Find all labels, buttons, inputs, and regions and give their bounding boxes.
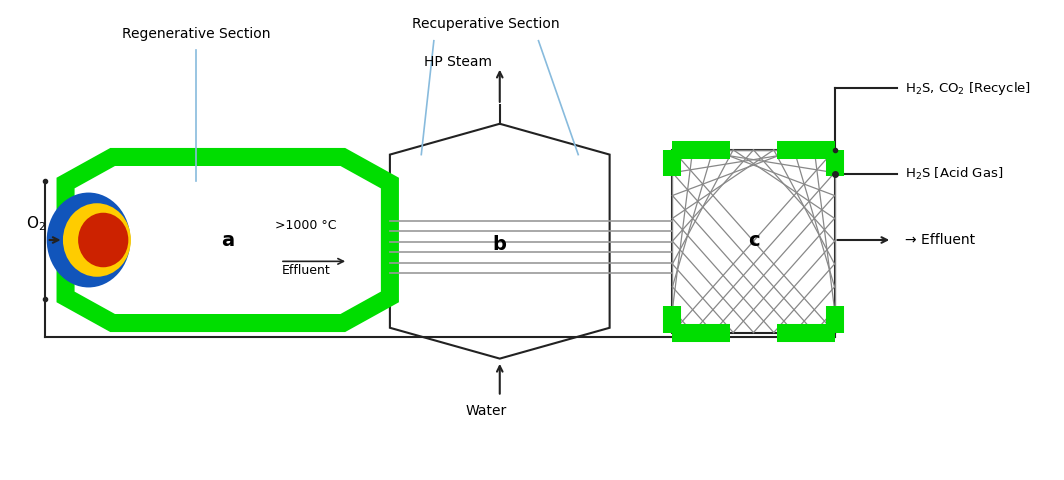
Polygon shape bbox=[389, 124, 610, 359]
Ellipse shape bbox=[47, 192, 131, 288]
Text: HP Steam: HP Steam bbox=[423, 55, 492, 69]
Ellipse shape bbox=[63, 203, 131, 277]
Text: b: b bbox=[493, 235, 506, 254]
Text: Water: Water bbox=[466, 404, 506, 418]
Text: Regenerative Section: Regenerative Section bbox=[122, 27, 270, 41]
Text: H$_2$S [Acid Gas]: H$_2$S [Acid Gas] bbox=[904, 166, 1003, 181]
Polygon shape bbox=[66, 157, 389, 323]
Text: O$_2$: O$_2$ bbox=[26, 214, 46, 233]
Text: >1000 °C: >1000 °C bbox=[276, 219, 337, 232]
Text: a: a bbox=[221, 230, 234, 250]
Text: c: c bbox=[748, 230, 760, 250]
Text: Effluent: Effluent bbox=[282, 264, 331, 277]
Text: Recuperative Section: Recuperative Section bbox=[413, 17, 560, 31]
Text: H$_2$S, CO$_2$ [Recycle]: H$_2$S, CO$_2$ [Recycle] bbox=[904, 80, 1031, 96]
Text: → Effluent: → Effluent bbox=[904, 233, 975, 247]
Bar bbox=[672, 150, 834, 333]
Ellipse shape bbox=[78, 213, 129, 267]
